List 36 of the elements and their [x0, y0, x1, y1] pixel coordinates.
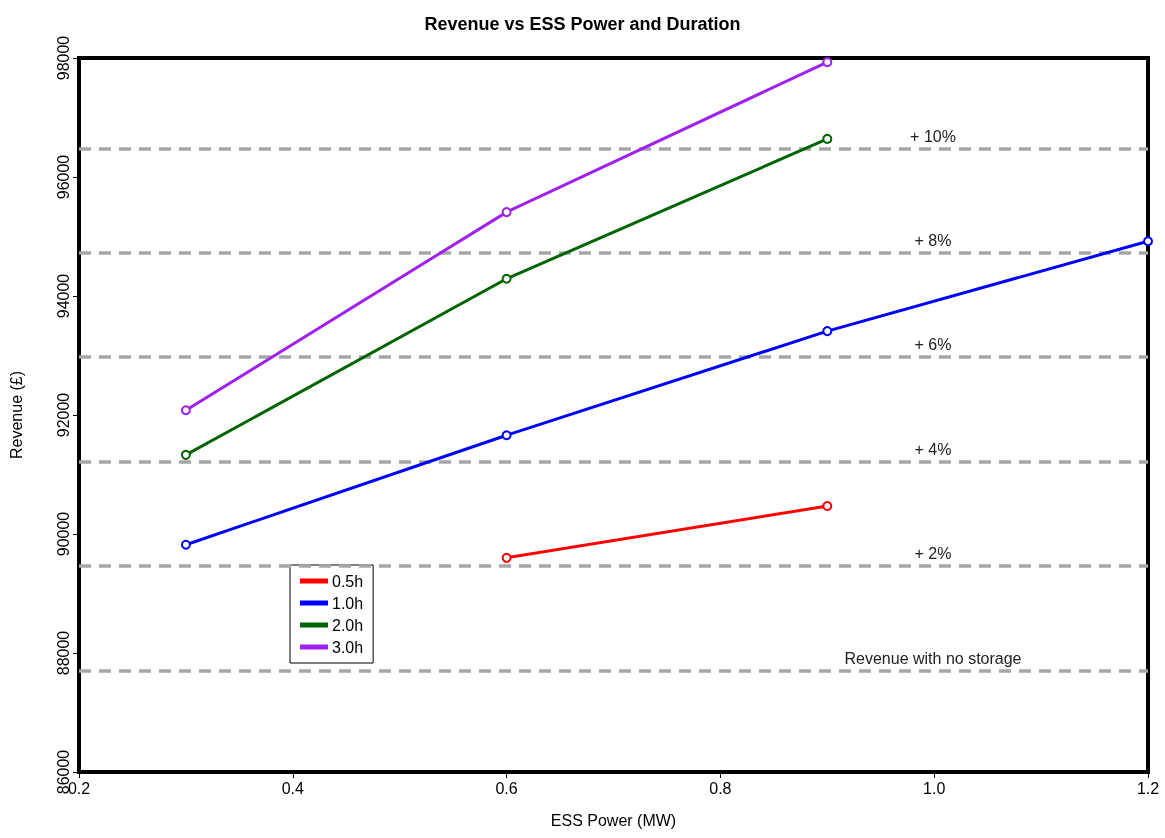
- legend-label: 3.0h: [332, 638, 364, 656]
- point: [501, 207, 512, 218]
- x-axis-title: ESS Power (MW): [550, 811, 677, 829]
- point: [501, 552, 512, 563]
- legend-label: 1.0h: [332, 594, 364, 612]
- legend-label: 2.0h: [332, 616, 364, 634]
- annotation: + 8%: [914, 232, 952, 250]
- point: [822, 501, 833, 512]
- point: [822, 326, 833, 337]
- point: [1143, 236, 1153, 247]
- annotation: + 4%: [914, 440, 952, 458]
- point: [180, 405, 191, 416]
- point: [180, 449, 191, 460]
- x-tick-label: 1.0: [923, 779, 946, 797]
- point: [822, 133, 833, 144]
- y-tick-label: 88000: [54, 630, 72, 676]
- legend-label: 0.5h: [332, 572, 364, 590]
- point: [822, 57, 833, 68]
- chart-title: Revenue vs ESS Power and Duration: [424, 14, 741, 34]
- annotation: + 2%: [914, 545, 952, 563]
- point: [501, 273, 512, 284]
- annotation: + 10%: [910, 127, 956, 145]
- y-tick-label: 94000: [54, 273, 72, 319]
- point: [180, 539, 191, 550]
- x-tick-label: 0.8: [709, 779, 732, 797]
- y-tick-label: 92000: [54, 392, 72, 438]
- y-tick-label: 96000: [54, 154, 72, 200]
- y-tick-label: 98000: [54, 35, 72, 81]
- y-axis-title: Revenue (£): [7, 370, 25, 460]
- x-tick-label: 1.2: [1136, 779, 1160, 797]
- x-tick-label: 0.4: [281, 779, 305, 797]
- x-tick-label: 0.6: [495, 779, 518, 797]
- point: [501, 430, 512, 441]
- annotation: + 6%: [914, 336, 952, 354]
- annotation: Revenue with no storage: [844, 649, 1022, 667]
- y-tick-label: 90000: [54, 511, 72, 557]
